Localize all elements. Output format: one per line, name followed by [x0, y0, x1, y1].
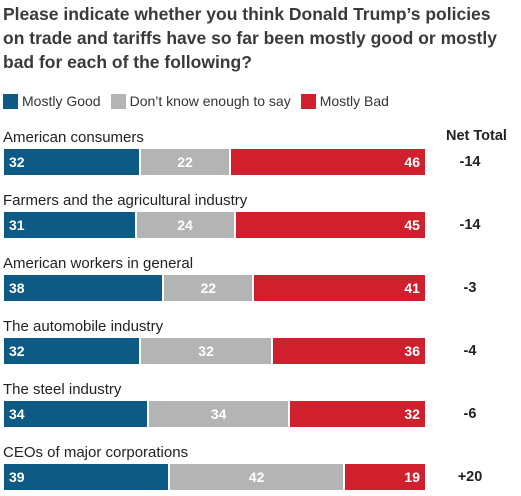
data-label: 46	[404, 154, 420, 170]
data-label: 39	[9, 469, 25, 485]
legend-label-mostly-bad: Mostly Bad	[319, 93, 389, 109]
legend-swatch-mostly-good	[3, 93, 18, 109]
bar-mostly-good: 39	[4, 464, 169, 490]
net-total-value: -4	[463, 343, 477, 359]
legend-swatch-dont-know	[110, 93, 126, 109]
category-label: CEOs of major corporations	[3, 444, 189, 461]
bar-mostly-good: 38	[4, 275, 163, 301]
data-label: 34	[9, 406, 25, 422]
category-label: Farmers and the agricultural industry	[3, 192, 248, 209]
data-label: 41	[404, 280, 420, 296]
chart-title: Please indicate whether you think Donald…	[3, 4, 497, 72]
category-label: American consumers	[3, 129, 144, 146]
bar-mostly-bad: 41	[254, 275, 425, 301]
legend-label-dont-know: Don’t know enough to say	[129, 93, 291, 109]
stacked-bar: 34 34 32	[4, 401, 425, 427]
data-label: 32	[9, 154, 25, 170]
net-total-value: -3	[463, 280, 477, 296]
data-label: 32	[9, 343, 25, 359]
legend-item-mostly-good: Mostly Good	[3, 93, 101, 109]
data-label: 22	[177, 154, 193, 170]
data-label: 45	[404, 217, 420, 233]
bar-mostly-good: 32	[4, 149, 139, 175]
category-label: American workers in general	[3, 255, 194, 272]
bar-dont-know: 22	[138, 149, 232, 175]
data-label: 19	[404, 469, 420, 485]
stacked-bar: 38 22 41	[4, 275, 425, 301]
bar-dont-know: 24	[134, 212, 236, 238]
legend: Mostly Good Don’t know enough to say Mos…	[3, 92, 399, 110]
bar-mostly-good: 31	[4, 212, 135, 238]
stacked-bar: 32 22 46	[4, 149, 425, 175]
bar-mostly-bad: 46	[231, 149, 425, 175]
data-label: 24	[177, 217, 193, 233]
stacked-bar: 39 42 19	[4, 464, 425, 490]
data-label: 22	[200, 280, 217, 296]
net-total-value: -14	[459, 217, 481, 233]
data-label: 34	[210, 406, 227, 422]
bar-mostly-bad: 36	[273, 338, 425, 364]
legend-swatch-mostly-bad	[300, 93, 316, 109]
data-label: 32	[198, 343, 214, 359]
legend-item-dont-know: Don’t know enough to say	[110, 93, 291, 109]
category-label: The automobile industry	[3, 318, 164, 335]
data-label: 36	[404, 343, 420, 359]
data-label: 42	[248, 469, 265, 485]
stacked-bar: 31 24 45	[4, 212, 425, 238]
legend-item-mostly-bad: Mostly Bad	[300, 93, 389, 109]
data-label: 32	[404, 406, 420, 422]
bar-dont-know: 22	[162, 275, 255, 301]
stacked-bar: 32 32 36	[4, 338, 425, 364]
net-total-header: Net Total	[446, 128, 507, 144]
bar-dont-know: 32	[138, 338, 274, 364]
net-total-value: +20	[457, 469, 483, 485]
bar-mostly-bad: 45	[235, 212, 425, 238]
bar-mostly-good: 34	[4, 401, 148, 427]
bar-dont-know: 34	[147, 401, 291, 427]
legend-label-mostly-good: Mostly Good	[22, 93, 101, 109]
bar-mostly-good: 32	[4, 338, 139, 364]
bar-dont-know: 42	[168, 464, 345, 490]
data-label: 31	[9, 217, 25, 233]
category-label: The steel industry	[3, 381, 122, 398]
bar-mostly-bad: 32	[290, 401, 425, 427]
data-label: 38	[9, 280, 25, 296]
net-total-value: -14	[459, 154, 481, 170]
bar-mostly-bad: 19	[345, 464, 425, 490]
net-total-value: -6	[463, 406, 477, 422]
